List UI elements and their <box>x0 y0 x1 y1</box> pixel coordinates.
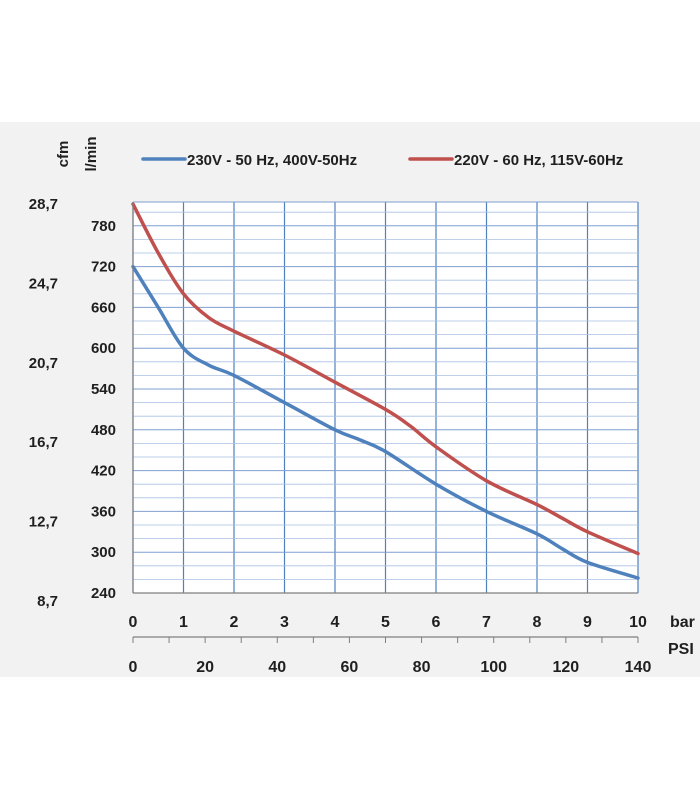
lmin-tick-label: 420 <box>91 463 116 480</box>
bar-tick-label: 10 <box>629 614 647 631</box>
grid <box>132 201 639 594</box>
lmin-tick-label: 480 <box>91 422 116 439</box>
bar-tick-label: 1 <box>179 614 188 631</box>
psi-tick-label: 20 <box>196 659 214 676</box>
cfm-unit-label: cfm <box>55 141 72 168</box>
lmin-tick-label: 540 <box>91 381 116 398</box>
psi-tick-label: 120 <box>553 659 580 676</box>
psi-tick-label: 60 <box>341 659 359 676</box>
bar-tick-label: 4 <box>331 614 340 631</box>
lmin-tick-label: 780 <box>91 218 116 235</box>
cfm-tick-label: 24,7 <box>29 275 58 292</box>
cfm-tick-label: 12,7 <box>29 514 58 531</box>
legend-label-1: 230V - 50 Hz, 400V-50Hz <box>187 152 357 169</box>
bar-unit-label: bar <box>670 614 695 631</box>
lmin-tick-label: 360 <box>91 503 116 520</box>
lmin-tick-label: 660 <box>91 299 116 316</box>
psi-tick-label: 0 <box>129 659 138 676</box>
legend-label-2: 220V - 60 Hz, 115V-60Hz <box>454 152 623 169</box>
lmin-tick-label: 300 <box>91 544 116 561</box>
psi-tick-label: 100 <box>480 659 507 676</box>
lmin-tick-label: 240 <box>91 585 116 602</box>
axes: 8,712,716,720,724,728,724030036042048054… <box>29 136 695 676</box>
bar-tick-label: 5 <box>381 614 390 631</box>
series-line-2 <box>131 202 640 556</box>
psi-tick-label: 40 <box>268 659 286 676</box>
legend: 230V - 50 Hz, 400V-50Hz 220V - 60 Hz, 115… <box>141 152 623 169</box>
bar-tick-label: 3 <box>280 614 289 631</box>
line-chart: 8,712,716,720,724,728,724030036042048054… <box>29 136 695 676</box>
series-lines <box>131 202 640 580</box>
bar-tick-label: 0 <box>129 614 138 631</box>
cfm-tick-label: 20,7 <box>29 355 58 372</box>
lmin-tick-label: 720 <box>91 259 116 276</box>
psi-unit-label: PSI <box>668 641 694 658</box>
bar-tick-label: 2 <box>230 614 239 631</box>
cfm-tick-label: 8,7 <box>37 593 58 610</box>
cfm-tick-label: 16,7 <box>29 434 58 451</box>
bar-tick-label: 9 <box>583 614 592 631</box>
cfm-tick-label: 28,7 <box>29 196 58 213</box>
series-line-1 <box>131 264 640 580</box>
chart-panel: 8,7 12,7 16,7 20,7 24,7 28,7 240 300 360 420 480 54… <box>0 122 700 677</box>
bar-tick-label: 6 <box>432 614 441 631</box>
lmin-tick-label: 600 <box>91 340 116 357</box>
lmin-unit-label: l/min <box>83 136 100 171</box>
bar-tick-label: 8 <box>533 614 542 631</box>
psi-tick-label: 80 <box>413 659 431 676</box>
bar-tick-label: 7 <box>482 614 491 631</box>
psi-tick-label: 140 <box>625 659 652 676</box>
